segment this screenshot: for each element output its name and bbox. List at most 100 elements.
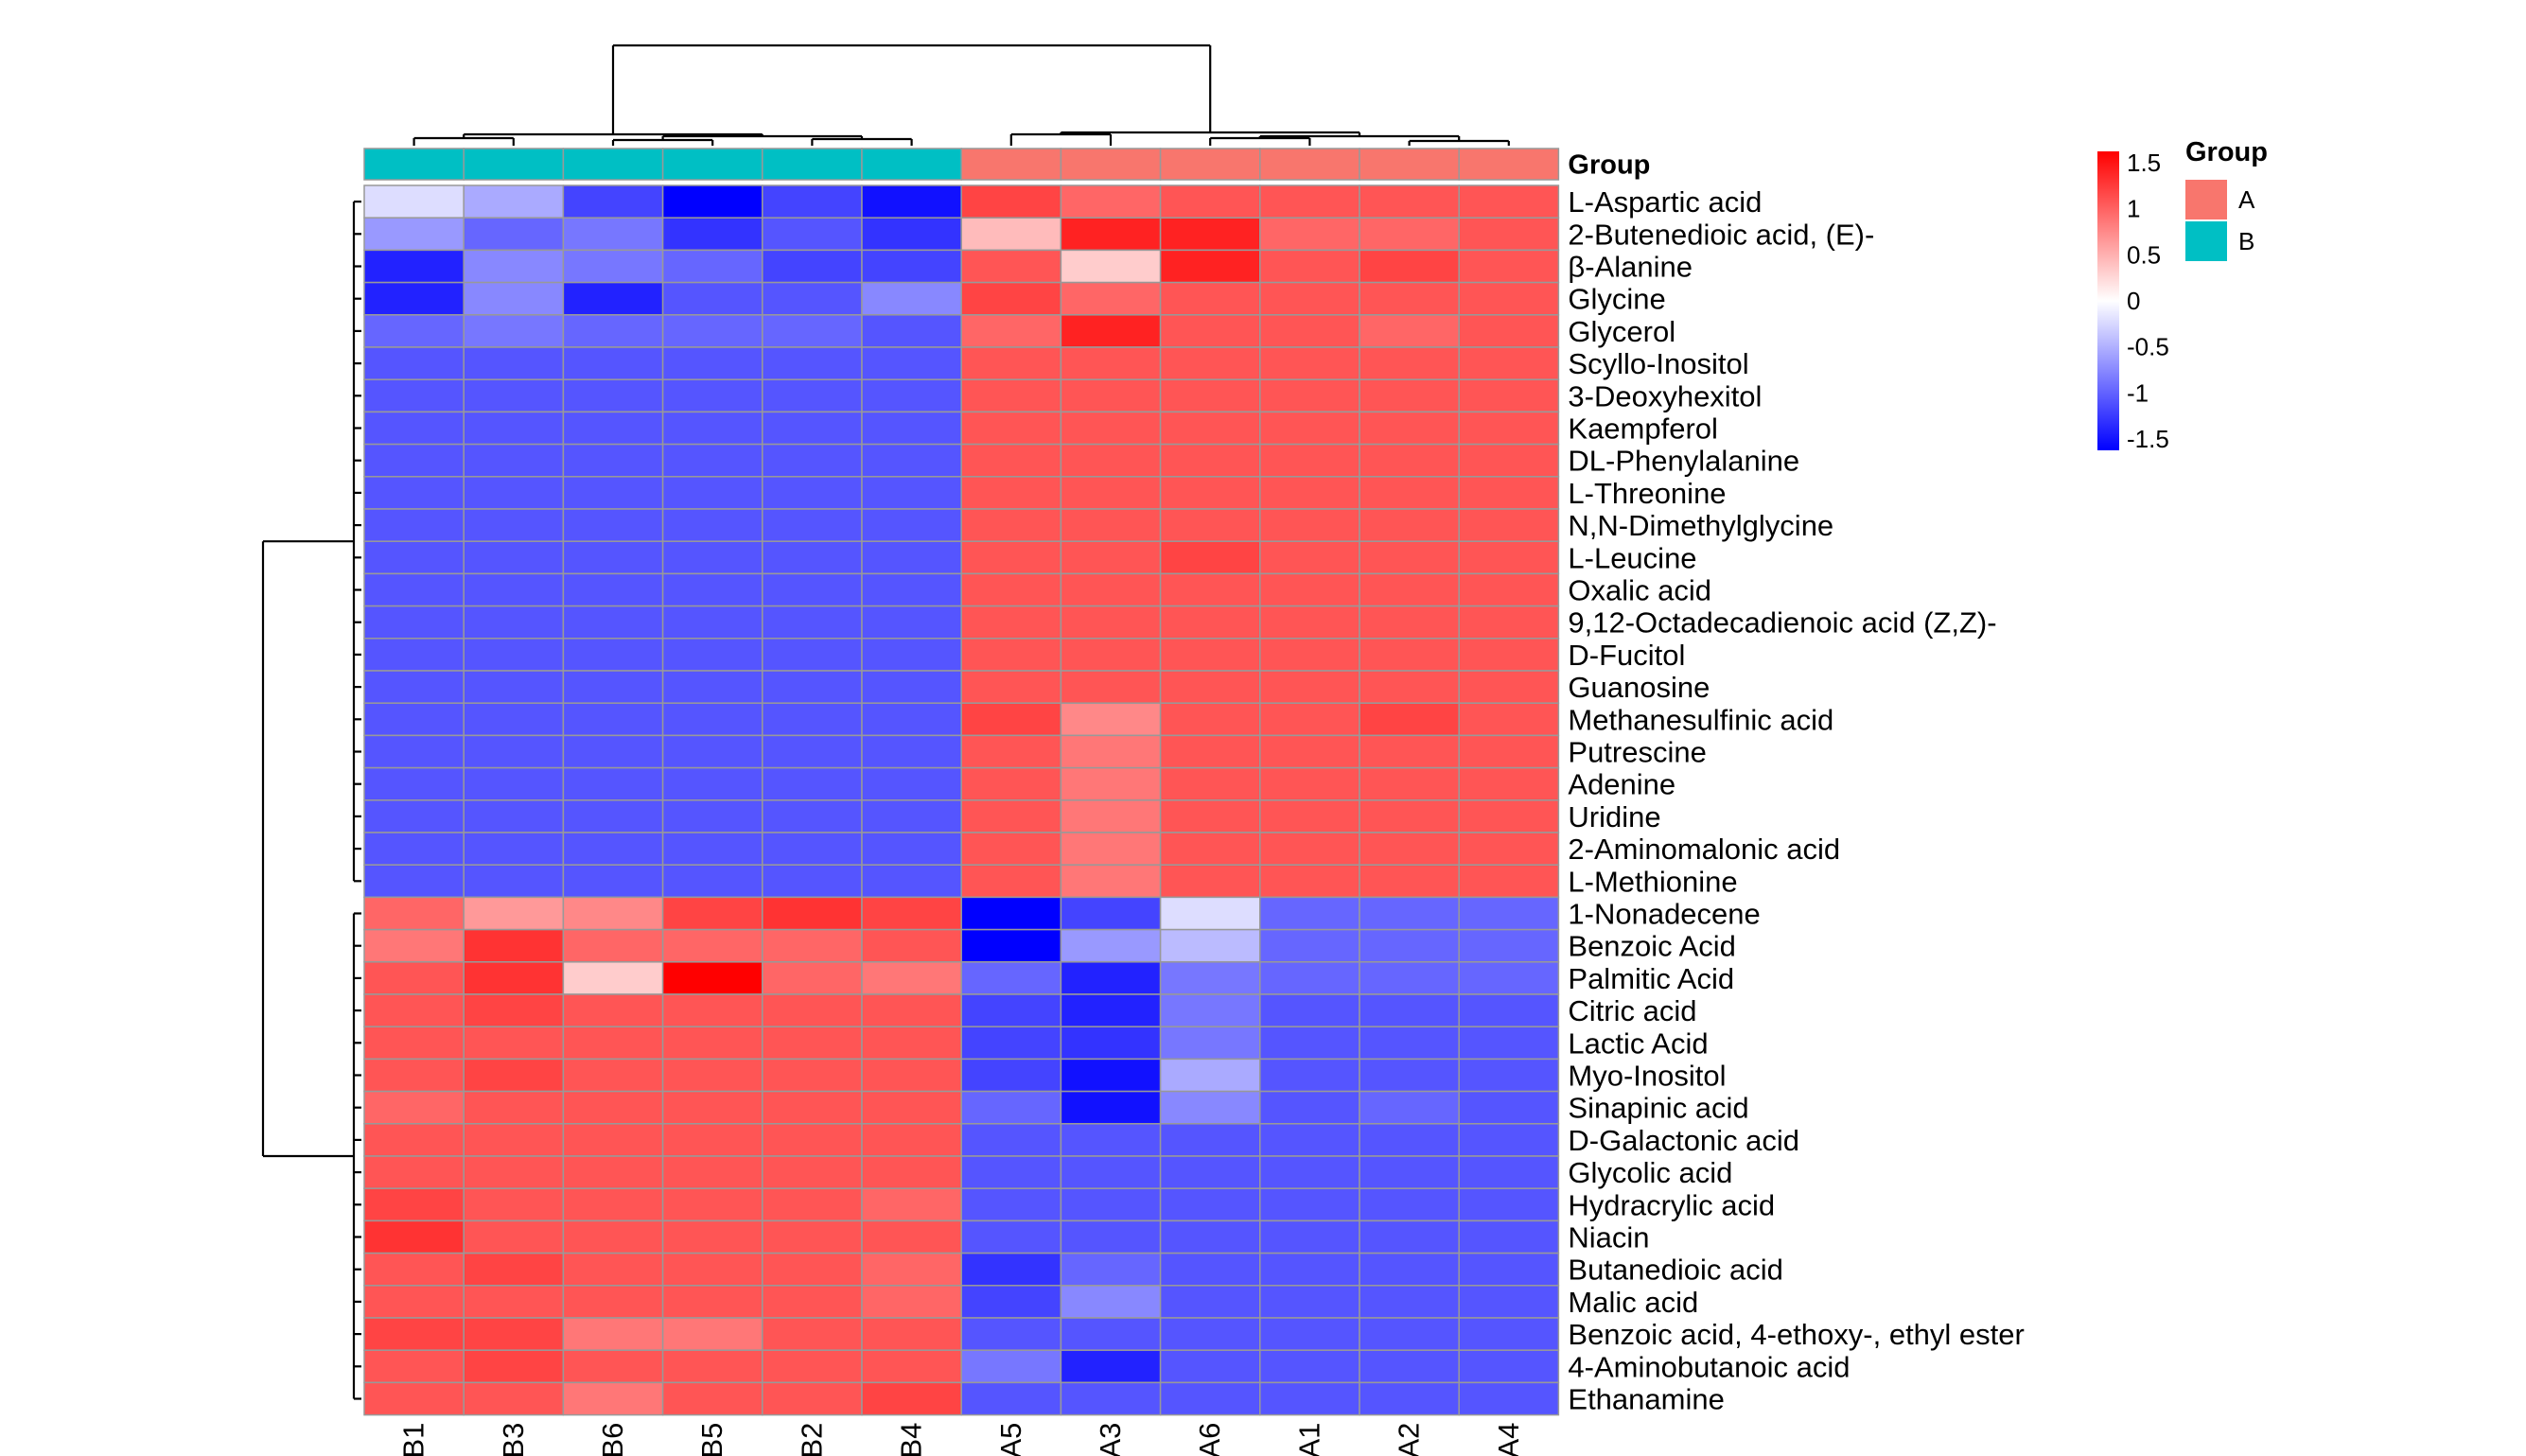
row-label: Uridine <box>1568 800 1660 833</box>
heatmap-cell <box>1458 249 1560 284</box>
heatmap-cell <box>661 605 763 640</box>
heatmap-cell <box>562 249 664 284</box>
heatmap-cell <box>562 411 664 446</box>
heatmap-cell <box>960 443 1062 478</box>
heatmap-cell <box>1060 734 1162 769</box>
heatmap-cell <box>363 314 465 348</box>
group-annotation-cell <box>562 148 664 181</box>
heatmap-cell <box>1359 961 1460 995</box>
heatmap-cell <box>861 346 962 380</box>
group-legend-label: A <box>2238 185 2255 214</box>
heatmap-cell <box>1259 1058 1360 1093</box>
heatmap-cell <box>1060 249 1162 284</box>
heatmap-cell <box>562 670 664 704</box>
heatmap-cell <box>463 928 565 963</box>
heatmap-cell <box>1458 961 1560 995</box>
heatmap-cell <box>562 443 664 478</box>
heatmap-cell <box>1259 638 1360 672</box>
heatmap-cell <box>960 961 1062 995</box>
heatmap-cell <box>861 1187 962 1222</box>
heatmap-cell <box>861 1317 962 1351</box>
heatmap-cell <box>661 1090 763 1125</box>
heatmap-cell <box>1060 1058 1162 1093</box>
heatmap-cell <box>1259 572 1360 607</box>
group-annotation-cell <box>960 148 1062 181</box>
heatmap-cell <box>1458 1155 1560 1189</box>
heatmap-cell <box>1458 1349 1560 1384</box>
heatmap-cell <box>363 1252 465 1287</box>
heatmap-cell <box>1060 638 1162 672</box>
heatmap-cell <box>363 1090 465 1125</box>
heatmap-cell <box>762 1349 863 1384</box>
heatmap-cell <box>960 1026 1062 1061</box>
heatmap-cell <box>1159 508 1261 542</box>
row-label: Benzoic acid, 4-ethoxy-, ethyl ester <box>1568 1318 2024 1351</box>
heatmap-cell <box>861 378 962 413</box>
heatmap-cell <box>960 572 1062 607</box>
heatmap-cell <box>463 443 565 478</box>
heatmap-cell <box>1159 1058 1261 1093</box>
row-label: L-Threonine <box>1568 477 1726 510</box>
heatmap-cell <box>762 670 863 704</box>
heatmap-cell <box>1159 605 1261 640</box>
heatmap-cell <box>363 799 465 833</box>
heatmap-cell <box>562 1155 664 1189</box>
heatmap-cell <box>1359 1058 1460 1093</box>
heatmap-cell <box>661 799 763 833</box>
heatmap-cell <box>363 864 465 899</box>
heatmap-cell <box>661 832 763 866</box>
heatmap-cell <box>1060 1349 1162 1384</box>
heatmap-cell <box>1060 314 1162 348</box>
heatmap-cell <box>661 928 763 963</box>
heatmap-cell <box>1159 1155 1261 1189</box>
heatmap-cell <box>463 1252 565 1287</box>
heatmap-cell <box>1159 346 1261 380</box>
heatmap-cell <box>762 928 863 963</box>
heatmap-cell <box>562 1219 664 1254</box>
heatmap-cell <box>1159 896 1261 931</box>
heatmap-cell <box>1060 476 1162 510</box>
row-label: L-Aspartic acid <box>1568 185 1762 219</box>
heatmap-cell <box>1159 993 1261 1027</box>
heatmap-cell <box>1159 702 1261 737</box>
group-annotation-cell <box>762 148 863 181</box>
heatmap-cell <box>463 638 565 672</box>
heatmap-cell <box>363 766 465 801</box>
heatmap-cell <box>562 766 664 801</box>
heatmap-cell <box>1159 378 1261 413</box>
heatmap-cell <box>463 1285 565 1319</box>
heatmap-cell <box>762 508 863 542</box>
group-annotation-cell <box>861 148 962 181</box>
heatmap-cell <box>562 605 664 640</box>
heatmap-cell <box>762 1219 863 1254</box>
heatmap-cell <box>661 249 763 284</box>
heatmap-cell <box>1359 281 1460 316</box>
heatmap-cell <box>463 184 565 219</box>
heatmap-cell <box>1060 961 1162 995</box>
heatmap-cell <box>1259 1123 1360 1157</box>
heatmap-cell <box>861 508 962 542</box>
heatmap-cell <box>1259 702 1360 737</box>
heatmap-cell <box>762 378 863 413</box>
heatmap-cell <box>463 1026 565 1061</box>
heatmap-cell <box>960 702 1062 737</box>
group-legend-label: B <box>2238 227 2254 255</box>
heatmap-cell <box>562 864 664 899</box>
column-label: B6 <box>596 1423 629 1456</box>
heatmap-cell <box>562 281 664 316</box>
heatmap-cell <box>562 572 664 607</box>
heatmap-cell <box>1458 1090 1560 1125</box>
heatmap-cell <box>661 1123 763 1157</box>
heatmap-cell <box>1259 508 1360 542</box>
column-label: A6 <box>1193 1423 1226 1456</box>
heatmap-cell <box>463 1155 565 1189</box>
group-annotation-cell <box>661 148 763 181</box>
heatmap-cell <box>960 864 1062 899</box>
heatmap-cell <box>762 864 863 899</box>
heatmap-cell <box>960 1252 1062 1287</box>
heatmap-cell <box>1159 1187 1261 1222</box>
heatmap-cell <box>762 476 863 510</box>
heatmap-cell <box>861 411 962 446</box>
heatmap-cell <box>762 1155 863 1189</box>
heatmap-cell <box>1259 476 1360 510</box>
